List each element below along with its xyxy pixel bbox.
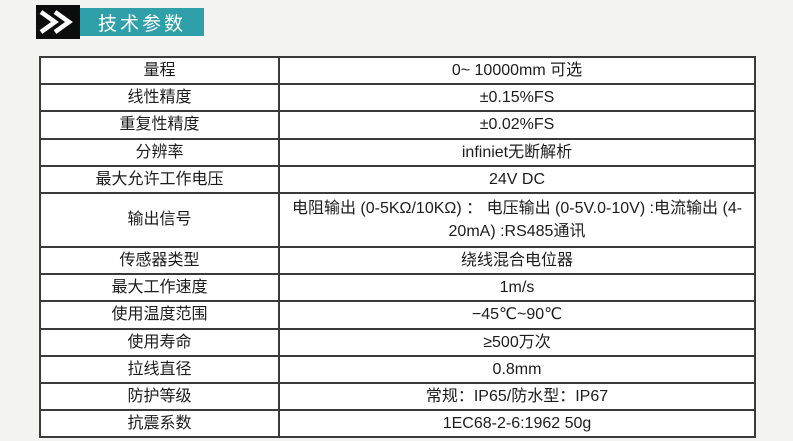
spec-row: 线性精度 ±0.15%FS xyxy=(39,83,756,113)
spec-label: 拉线直径 xyxy=(39,354,280,384)
chevron-badge xyxy=(36,5,80,39)
spec-label: 防护等级 xyxy=(39,381,280,412)
spec-row: 防护等级 常规：IP65/防水型：IP67 xyxy=(39,381,756,412)
spec-label: 传感器类型 xyxy=(39,245,280,276)
spec-row: 分辨率 infiniet无断解析 xyxy=(39,137,756,167)
spec-table-body: 量程 0~ 10000mm 可选 线性精度 ±0.15%FS 重复性精度 ±0.02%FS… xyxy=(39,55,756,439)
spec-value: 常规：IP65/防水型：IP67 xyxy=(278,381,756,412)
spec-row: 最大允许工作电压 24V DC xyxy=(39,164,756,194)
spec-row: 使用温度范围 −45℃~90℃ xyxy=(39,300,756,330)
spec-row: 重复性精度 ±0.02%FS xyxy=(39,110,756,140)
spec-value: 0.8mm xyxy=(278,354,756,384)
spec-row: 最大工作速度 1m/s xyxy=(39,273,756,303)
spec-label: 分辨率 xyxy=(39,137,280,167)
spec-label: 输出信号 xyxy=(39,191,280,248)
double-chevron-right-icon xyxy=(36,5,80,39)
spec-value: ≥500万次 xyxy=(278,327,756,357)
spec-label: 重复性精度 xyxy=(39,110,280,140)
spec-row: 抗震系数 1EC68-2-6:1962 50g xyxy=(39,409,756,439)
page-title: 技术参数 xyxy=(80,8,205,36)
spec-table: 量程 0~ 10000mm 可选 线性精度 ±0.15%FS 重复性精度 ±0.02%FS… xyxy=(39,55,756,439)
spec-row: 使用寿命 ≥500万次 xyxy=(39,327,756,357)
spec-value: 1m/s xyxy=(278,273,756,303)
section-header: 技术参数 xyxy=(36,5,205,39)
spec-label: 线性精度 xyxy=(39,83,280,113)
spec-value: −45℃~90℃ xyxy=(278,300,756,330)
spec-value: 1EC68-2-6:1962 50g xyxy=(278,409,756,439)
spec-value: ±0.15%FS xyxy=(278,83,756,113)
spec-label: 最大允许工作电压 xyxy=(39,164,280,194)
spec-label: 量程 xyxy=(39,55,280,86)
spec-value: infiniet无断解析 xyxy=(278,137,756,167)
spec-label: 抗震系数 xyxy=(39,409,280,439)
spec-row: 传感器类型 绕线混合电位器 xyxy=(39,245,756,276)
spec-label: 最大工作速度 xyxy=(39,273,280,303)
spec-label: 使用温度范围 xyxy=(39,300,280,330)
spec-value: 电阻输出 (0-5KΩ/10KΩ) ： 电压输出 (0-5V.0-10V) :电… xyxy=(278,191,756,248)
spec-row: 拉线直径 0.8mm xyxy=(39,354,756,384)
spec-value: ±0.02%FS xyxy=(278,110,756,140)
spec-value: 0~ 10000mm 可选 xyxy=(278,55,756,86)
spec-label: 使用寿命 xyxy=(39,327,280,357)
spec-value: 24V DC xyxy=(278,164,756,194)
spec-row: 输出信号 电阻输出 (0-5KΩ/10KΩ) ： 电压输出 (0-5V.0-10V… xyxy=(39,191,756,248)
spec-row: 量程 0~ 10000mm 可选 xyxy=(39,55,756,86)
spec-value: 绕线混合电位器 xyxy=(278,245,756,276)
